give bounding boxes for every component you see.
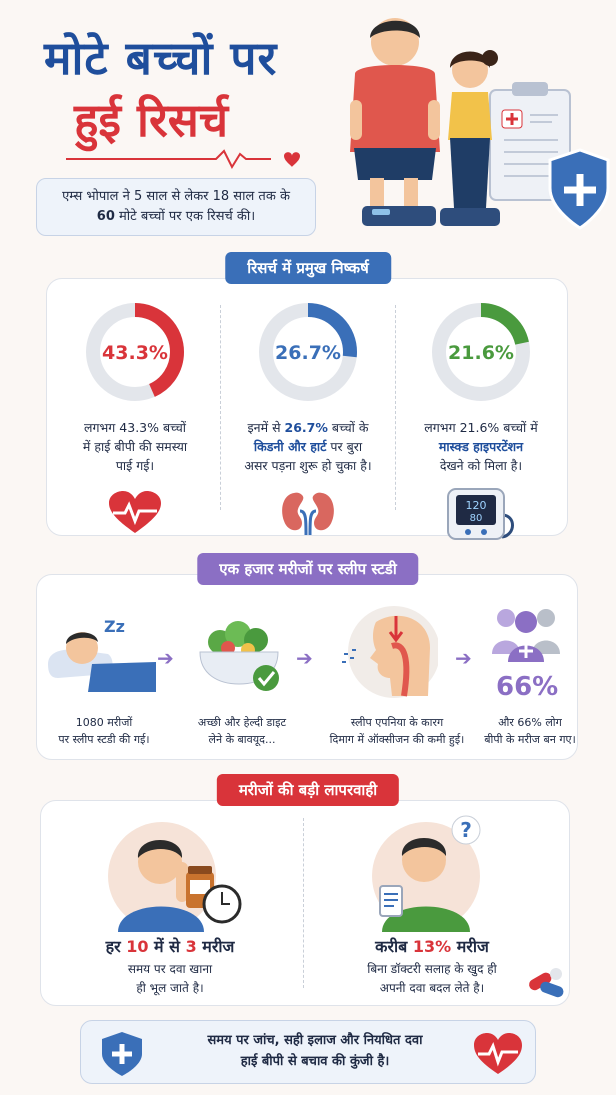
finding-text: लगभग 43.3% बच्चों में हाई बीपी की समस्या… xyxy=(82,420,188,473)
arrow-icon: ➔ xyxy=(455,646,472,670)
donut-label: 43.3% xyxy=(102,342,168,364)
divider xyxy=(395,305,396,510)
donut-chart: 21.6% xyxy=(432,303,530,401)
airway-icon xyxy=(342,606,438,698)
kids-on-scales-illustration xyxy=(350,18,610,230)
heart-pulse-icon xyxy=(109,491,161,533)
heart-pulse-icon xyxy=(474,1033,522,1074)
donut-chart: 26.7% xyxy=(259,303,357,401)
girl-figure xyxy=(440,50,500,226)
divider xyxy=(303,818,304,988)
negligence-heading: मरीजों की बड़ी लापरवाही xyxy=(216,774,400,806)
boy-figure xyxy=(350,18,440,226)
title-line-2: हुई रिसर्च xyxy=(74,93,229,147)
negligence-stat-2: करीब 13% मरीज xyxy=(375,937,489,956)
svg-text:120: 120 xyxy=(466,499,487,512)
kidney-icon xyxy=(282,492,334,536)
footer-box xyxy=(80,1020,536,1084)
intro-box: एम्स भोपाल ने 5 साल से लेकर 18 साल तक के… xyxy=(36,178,316,236)
sleep-step-4-text: और 66% लोग बीपी के मरीज बन गए। xyxy=(484,716,576,746)
donut-arc xyxy=(86,303,184,401)
intro-line-2: 60 मोटे बच्चों पर एक रिसर्च की। xyxy=(96,209,256,224)
svg-text:80: 80 xyxy=(470,513,483,524)
people-group-icon xyxy=(492,609,560,662)
forgetful-man-icon xyxy=(108,822,242,932)
heartbeat-line-icon xyxy=(66,149,300,170)
negligence-text-2: बिना डॉक्टरी सलाह के खुद ही अपनी दवा बदल … xyxy=(367,962,497,995)
arrow-icon: ➔ xyxy=(296,646,313,670)
bp-monitor-icon: 120 80 xyxy=(447,488,514,540)
finding-text: लगभग 21.6% बच्चों में मास्क्ड हाइपरटेंशन… xyxy=(424,420,538,473)
divider xyxy=(220,305,221,510)
negligence-stat-1: हर 10 में से 3 मरीज xyxy=(105,937,235,956)
sleep-step-1-text: 1080 मरीजों पर स्लीप स्टडी की गई। xyxy=(58,716,150,746)
confused-man-icon: ? xyxy=(372,815,481,932)
sleep-study-heading: एक हजार मरीजों पर स्लीप स्टडी xyxy=(197,553,419,585)
svg-text:Zz: Zz xyxy=(104,617,125,636)
finding-text: इनमें से 26.7% बच्चों के किडनी और हार्ट … xyxy=(244,420,372,473)
donut-arc xyxy=(259,303,357,401)
negligence-text-1: समय पर दवा खाना ही भूल जाते है। xyxy=(127,962,213,995)
donut-label: 21.6% xyxy=(448,342,514,364)
intro-line-1: एम्स भोपाल ने 5 साल से लेकर 18 साल तक के xyxy=(62,189,290,204)
donut-label: 26.7% xyxy=(275,342,341,364)
sleep-step-2-text: अच्छी और हेल्दी डाइट लेने के बावयूद... xyxy=(197,716,287,746)
donut-chart: 43.3% xyxy=(86,303,184,401)
footer-message: समय पर जांच, सही इलाज और नियधित दवा हाई … xyxy=(207,1033,423,1069)
title-line-1: मोटे बच्चों पर xyxy=(44,31,278,85)
svg-text:?: ? xyxy=(460,818,472,842)
sleeping-person-icon: Zz xyxy=(48,617,156,692)
sleep-bp-percent: 66% xyxy=(496,672,559,702)
intro-count: 60 xyxy=(96,209,115,224)
donut-arc xyxy=(432,303,530,401)
pills-icon xyxy=(529,968,564,998)
finding-3: 21.6% लगभग 21.6% बच्चों में मास्क्ड हाइप… xyxy=(396,300,566,543)
findings-heading: रिसर्च में प्रमुख निष्कर्ष xyxy=(225,252,391,284)
arrow-icon: ➔ xyxy=(157,646,174,670)
shield-icon xyxy=(548,148,610,230)
finding-1: 43.3% लगभग 43.3% बच्चों में हाई बीपी की … xyxy=(50,300,220,535)
finding-2: 26.7% इनमें से 26.7% बच्चों के किडनी और … xyxy=(223,300,393,537)
salad-bowl-icon xyxy=(199,621,279,691)
shield-icon xyxy=(102,1032,142,1076)
sleep-step-3-text: स्लीप एपनिया के कारग दिमाग में ऑक्सीजन की… xyxy=(329,716,465,746)
